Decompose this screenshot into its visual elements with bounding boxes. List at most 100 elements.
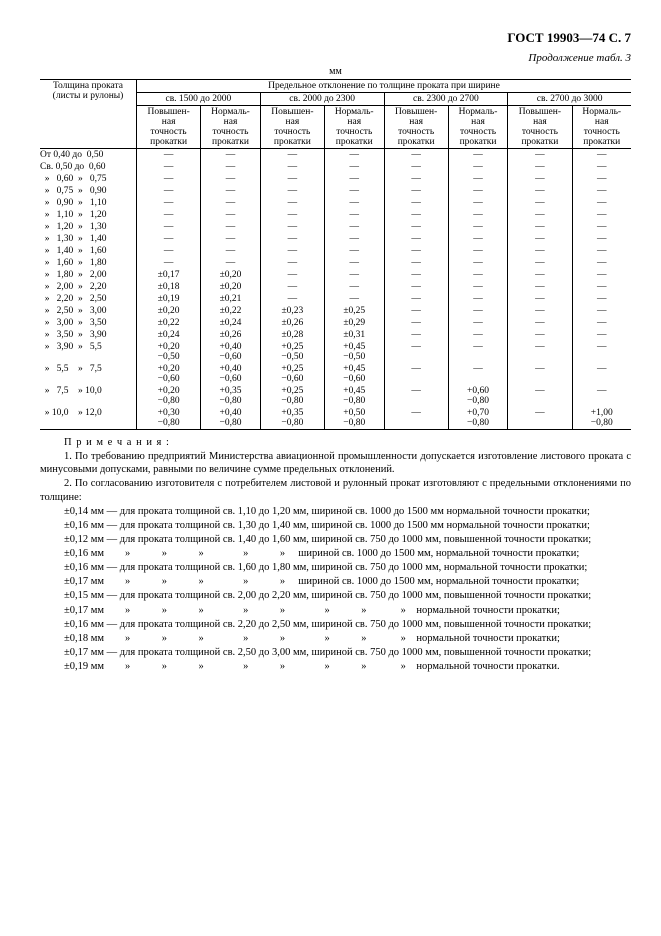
value-cell: — — [572, 293, 631, 305]
value-cell: — — [384, 161, 448, 173]
value-cell: ±0,24 — [201, 317, 261, 329]
thickness-cell: » 1,80 » 2,00 — [40, 269, 137, 281]
value-cell: — — [384, 221, 448, 233]
note-line: ±0,14 мм — для проката толщиной св. 1,10… — [40, 505, 631, 518]
value-cell: ±0,28 — [260, 329, 324, 341]
thickness-cell: Св. 0,50 до 0,60 — [40, 161, 137, 173]
value-cell: — — [384, 341, 448, 363]
value-cell: — — [508, 305, 572, 317]
value-cell: — — [508, 197, 572, 209]
value-cell: — — [384, 173, 448, 185]
value-cell: — — [572, 161, 631, 173]
value-cell: — — [137, 257, 201, 269]
value-cell: — — [448, 209, 508, 221]
value-cell: — — [508, 257, 572, 269]
value-cell: — — [324, 269, 384, 281]
value-cell: +0,40 −0,60 — [201, 341, 261, 363]
value-cell: — — [384, 305, 448, 317]
value-cell: — — [137, 221, 201, 233]
thickness-cell: » 3,00 » 3,50 — [40, 317, 137, 329]
value-cell: ±0,25 — [324, 305, 384, 317]
width-1: св. 2000 до 2300 — [260, 93, 384, 106]
thickness-cell: » 2,50 » 3,00 — [40, 305, 137, 317]
sub-norm: Нормаль- ная точность прокатки — [448, 106, 508, 149]
thickness-cell: » 1,30 » 1,40 — [40, 233, 137, 245]
value-cell: — — [572, 233, 631, 245]
value-cell: — — [260, 185, 324, 197]
value-cell: — — [448, 281, 508, 293]
value-cell: ±0,26 — [201, 329, 261, 341]
value-cell: — — [448, 329, 508, 341]
value-cell: ±0,29 — [324, 317, 384, 329]
thickness-cell: » 0,75 » 0,90 — [40, 185, 137, 197]
value-cell: — — [384, 233, 448, 245]
value-cell: — — [201, 233, 261, 245]
value-cell: — — [572, 173, 631, 185]
value-cell: — — [572, 341, 631, 363]
value-cell: +0,25 −0,50 — [260, 341, 324, 363]
value-cell: +0,45 −0,50 — [324, 341, 384, 363]
value-cell: ±0,22 — [137, 317, 201, 329]
value-cell: — — [572, 363, 631, 385]
value-cell: — — [324, 173, 384, 185]
value-cell: — — [201, 161, 261, 173]
value-cell: — — [260, 257, 324, 269]
value-cell: — — [508, 329, 572, 341]
value-cell: — — [201, 185, 261, 197]
value-cell: +0,50 −0,80 — [324, 407, 384, 430]
note-line: ±0,16 мм — для проката толщиной св. 2,20… — [40, 618, 631, 631]
note-line: ±0,17 мм » » » » » » » » нормальной точн… — [40, 604, 631, 617]
value-cell: — — [448, 185, 508, 197]
tolerance-table: Толщина проката (листы и рулоны) Предель… — [40, 79, 631, 430]
value-cell: — — [572, 317, 631, 329]
value-cell: +0,20 −0,80 — [137, 385, 201, 407]
value-cell: — — [572, 149, 631, 162]
value-cell: — — [201, 209, 261, 221]
value-cell: — — [508, 185, 572, 197]
value-cell: ±0,20 — [201, 269, 261, 281]
value-cell: — — [508, 385, 572, 407]
value-cell: — — [508, 317, 572, 329]
value-cell: — — [384, 293, 448, 305]
thickness-cell: » 7,5 » 10,0 — [40, 385, 137, 407]
value-cell: — — [260, 281, 324, 293]
value-cell: ±0,22 — [201, 305, 261, 317]
value-cell: — — [448, 341, 508, 363]
value-cell: — — [448, 221, 508, 233]
thickness-cell: » 3,90 » 5,5 — [40, 341, 137, 363]
value-cell: — — [324, 233, 384, 245]
value-cell: — — [201, 173, 261, 185]
value-cell: — — [201, 245, 261, 257]
value-cell: — — [508, 245, 572, 257]
value-cell: — — [324, 197, 384, 209]
note-line: ±0,16 мм — для проката толщиной св. 1,60… — [40, 561, 631, 574]
thickness-cell: » 3,50 » 3,90 — [40, 329, 137, 341]
note-line: ±0,17 мм — для проката толщиной св. 2,50… — [40, 646, 631, 659]
thickness-cell: » 1,60 » 1,80 — [40, 257, 137, 269]
value-cell: — — [448, 305, 508, 317]
value-cell: — — [448, 161, 508, 173]
value-cell: ±0,26 — [260, 317, 324, 329]
value-cell: — — [508, 363, 572, 385]
value-cell: — — [324, 209, 384, 221]
sub-norm: Нормаль- ная точность прокатки — [572, 106, 631, 149]
value-cell: — — [324, 221, 384, 233]
notes-block: П р и м е ч а н и я : 1. По требованию п… — [40, 436, 631, 673]
thickness-cell: » 0,60 » 0,75 — [40, 173, 137, 185]
note-line: ±0,16 мм — для проката толщиной св. 1,30… — [40, 519, 631, 532]
value-cell: — — [324, 149, 384, 162]
value-cell: — — [508, 149, 572, 162]
value-cell: — — [384, 245, 448, 257]
note-line: ±0,18 мм » » » » » » » » нормальной точн… — [40, 632, 631, 645]
sub-high: Повышен- ная точность прокатки — [508, 106, 572, 149]
value-cell: ±0,19 — [137, 293, 201, 305]
value-cell: +0,70 −0,80 — [448, 407, 508, 430]
value-cell: — — [508, 341, 572, 363]
value-cell: — — [137, 149, 201, 162]
value-cell: ±0,31 — [324, 329, 384, 341]
col-thickness: Толщина проката (листы и рулоны) — [40, 80, 137, 149]
value-cell: — — [384, 257, 448, 269]
width-0: св. 1500 до 2000 — [137, 93, 261, 106]
value-cell: +0,35 −0,80 — [201, 385, 261, 407]
value-cell: +0,25 −0,80 — [260, 385, 324, 407]
